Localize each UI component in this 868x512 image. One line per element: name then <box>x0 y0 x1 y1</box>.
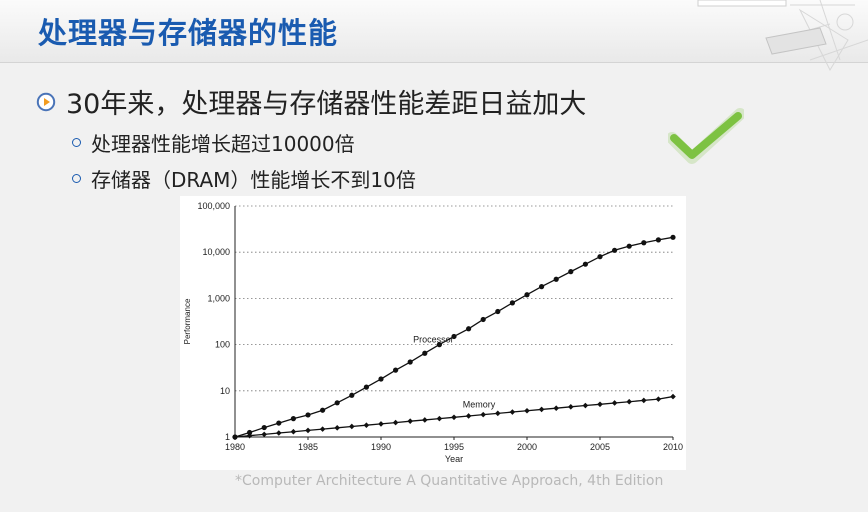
data-point-memory <box>232 434 238 440</box>
data-point-processor <box>670 234 676 240</box>
data-point-memory <box>451 414 457 421</box>
data-point-processor <box>334 400 340 406</box>
x-tick-label: 2000 <box>517 442 537 452</box>
data-point-memory <box>363 422 370 429</box>
data-point-processor <box>539 284 545 290</box>
data-point-memory <box>538 406 545 413</box>
data-point-memory <box>495 410 501 417</box>
x-tick-label: 1990 <box>371 442 391 452</box>
data-point-memory <box>465 413 472 419</box>
data-point-processor <box>247 429 253 436</box>
data-point-memory <box>305 427 311 434</box>
performance-chart-panel: 1 10 100 1,000 10,000 100,000 1980 1985 1990 1995… <box>180 196 686 470</box>
data-point-processor <box>261 424 267 431</box>
y-axis-label: Performance <box>183 298 192 344</box>
data-point-memory <box>597 401 603 408</box>
y-tick-label: 100,000 <box>197 201 230 211</box>
data-point-memory <box>246 432 253 439</box>
slide-title: 处理器与存储器的性能 <box>38 16 339 50</box>
data-point-memory <box>480 411 486 418</box>
y-tick-label: 1,000 <box>207 293 230 303</box>
data-point-memory <box>407 418 413 424</box>
play-circle-icon <box>36 92 56 111</box>
data-point-processor <box>407 359 413 365</box>
data-point-memory <box>276 430 282 436</box>
data-point-processor <box>480 316 486 323</box>
data-point-processor <box>466 326 472 332</box>
circle-bullet-icon <box>72 174 81 183</box>
data-point-memory <box>568 404 574 410</box>
data-point-processor <box>509 300 515 306</box>
data-point-memory <box>349 423 355 430</box>
data-point-memory <box>261 431 267 438</box>
sub-bullet-processor: 处理器性能增长超过10000倍 <box>72 128 355 157</box>
data-point-processor <box>422 350 428 356</box>
data-point-processor <box>320 407 326 413</box>
y-tick-label: 10 <box>220 386 230 396</box>
data-point-memory <box>553 405 559 412</box>
sub-bullet-text: 存储器（DRAM）性能增长不到10倍 <box>91 168 416 192</box>
sub-bullet-memory: 存储器（DRAM）性能增长不到10倍 <box>72 164 416 193</box>
main-bullet: 30年来，处理器与存储器性能差距日益加大 <box>36 82 586 121</box>
data-point-memory <box>611 400 618 406</box>
performance-chart: 1 10 100 1,000 10,000 100,000 1980 1985 1990 1995… <box>183 201 683 464</box>
citation: *Computer Architecture A Quantitative Ap… <box>235 473 664 489</box>
x-tick-label: 1995 <box>444 442 464 452</box>
data-point-memory <box>319 426 326 432</box>
data-point-memory <box>670 393 676 400</box>
data-point-processor <box>393 367 399 373</box>
data-point-memory <box>509 409 516 415</box>
x-tick-label: 1985 <box>298 442 318 452</box>
data-point-processor <box>290 416 296 422</box>
data-point-processor <box>524 292 530 298</box>
data-point-memory <box>641 397 647 404</box>
x-tick-label: 1980 <box>225 442 245 452</box>
data-point-processor <box>655 237 661 243</box>
data-point-memory <box>436 415 443 422</box>
data-point-memory <box>582 402 589 409</box>
data-point-memory <box>290 428 297 435</box>
data-point-processor <box>305 412 311 418</box>
y-tick-label: 1 <box>225 432 230 442</box>
data-point-memory <box>334 425 340 431</box>
data-point-processor <box>553 276 559 282</box>
data-point-processor <box>641 240 647 246</box>
y-tick-label: 100 <box>215 340 230 350</box>
data-point-memory <box>626 398 632 405</box>
data-point-memory <box>392 419 399 426</box>
sub-bullet-text: 处理器性能增长超过10000倍 <box>91 132 355 156</box>
title-bar: 处理器与存储器的性能 <box>0 0 868 63</box>
data-point-memory <box>378 421 384 427</box>
checkmark-icon <box>668 108 744 164</box>
data-point-processor <box>582 261 588 267</box>
data-point-processor <box>495 308 501 315</box>
data-point-processor <box>568 269 574 275</box>
data-point-processor <box>626 243 632 249</box>
x-tick-label: 2010 <box>663 442 683 452</box>
data-point-memory <box>524 407 530 414</box>
data-point-processor <box>378 376 384 382</box>
data-point-processor <box>363 384 369 390</box>
y-tick-label: 10,000 <box>202 247 230 257</box>
data-point-memory <box>422 417 428 423</box>
x-tick-label: 2005 <box>590 442 610 452</box>
main-bullet-text: 30年来，处理器与存储器性能差距日益加大 <box>66 89 587 120</box>
data-point-processor <box>276 420 282 426</box>
data-point-processor <box>612 247 618 253</box>
circle-bullet-icon <box>72 138 81 147</box>
data-point-processor <box>597 254 603 260</box>
drafting-tools-decoration <box>697 0 868 72</box>
data-point-processor <box>349 392 355 398</box>
series-label-processor: Processor <box>413 335 454 345</box>
data-point-processor <box>436 342 442 348</box>
data-point-memory <box>655 396 662 402</box>
data-point-processor <box>451 333 457 340</box>
series-label-memory: Memory <box>463 400 496 410</box>
x-axis-label: Year <box>445 454 463 464</box>
